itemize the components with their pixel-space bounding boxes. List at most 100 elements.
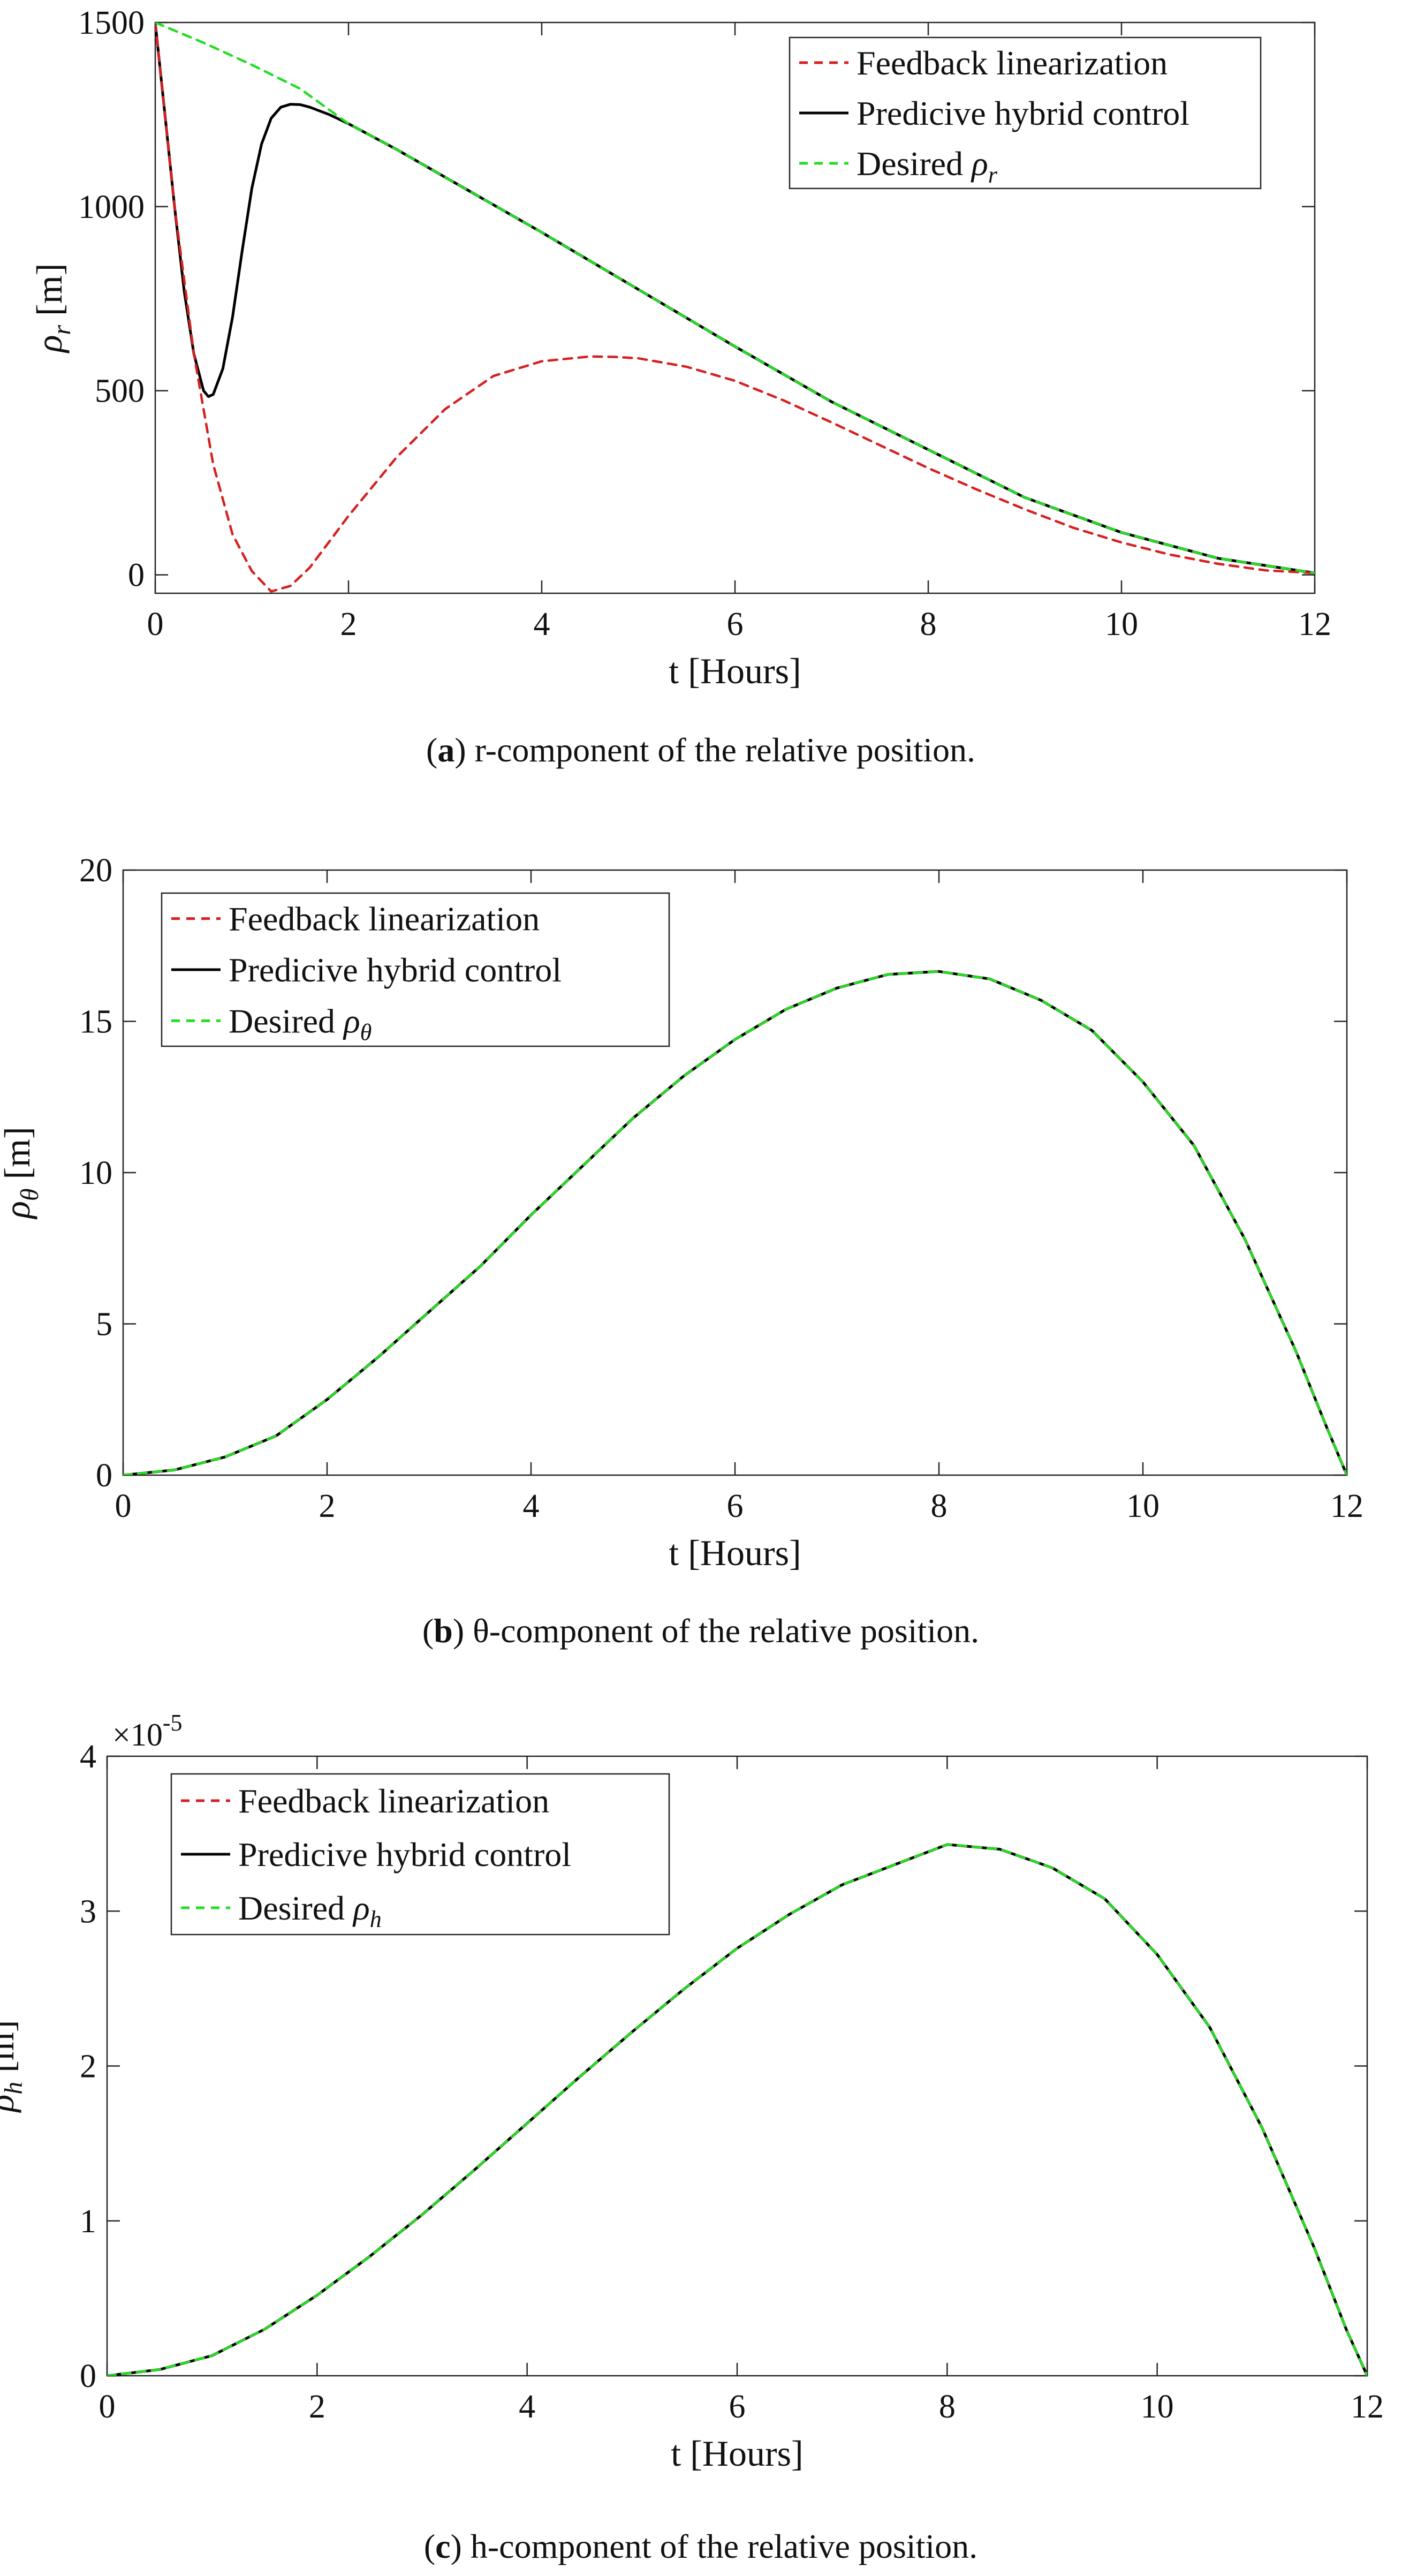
x-tick-label: 2: [309, 2389, 325, 2425]
legend-desired-subscript: r: [988, 162, 998, 188]
legend-desired-subscript: h: [370, 1906, 382, 1932]
caption-text: r-component of the relative position.: [475, 731, 975, 769]
caption-text: h-component of the relative position.: [471, 2527, 977, 2565]
legend-desired-symbol: ρ: [343, 1002, 360, 1040]
legend-label-predictive: Predicive hybrid control: [229, 951, 562, 989]
x-tick-label: 0: [99, 2389, 116, 2425]
series-group: [155, 22, 1315, 593]
y-tick-label: 1500: [78, 5, 145, 41]
x-tick-label: 8: [939, 2389, 956, 2425]
y-axis-unit: [m]: [0, 2020, 21, 2082]
y-axis-symbol: ρ: [29, 335, 70, 354]
y-axis-label: ρh [m]: [0, 2020, 28, 2113]
x-tick-label: 2: [340, 606, 357, 643]
x-tick-label: 8: [931, 1488, 948, 1524]
legend-label-feedback: Feedback linearization: [238, 1782, 549, 1820]
x-tick-label: 12: [1351, 2389, 1384, 2425]
y-axis-subscript: r: [48, 325, 76, 335]
series-line-desired: [123, 970, 1347, 1475]
x-tick-label: 10: [1105, 606, 1138, 643]
series-line-feedback: [155, 22, 1315, 593]
y-tick-label: 3: [80, 1893, 96, 1930]
legend-box: [170, 1773, 670, 1936]
y-tick-label: 10: [79, 1155, 112, 1191]
y-axis-subscript: θ: [16, 1188, 44, 1201]
legend-label-feedback: Feedback linearization: [229, 900, 540, 938]
x-tick-label: 4: [519, 2389, 535, 2425]
y-tick-label: 5: [96, 1306, 112, 1343]
caption-paren-open: (: [422, 1612, 434, 1650]
y-axis-label: ρθ [m]: [0, 1127, 44, 1219]
legend-label-feedback: Feedback linearization: [857, 44, 1168, 82]
x-tick-label: 6: [727, 1488, 744, 1524]
legend: Feedback linearization Predicive hybrid c…: [170, 1773, 670, 1936]
x-tick-label: 4: [523, 1488, 540, 1524]
y-tick-label: 15: [79, 1004, 112, 1040]
legend-label-desired: Desired ρr: [857, 145, 998, 188]
x-tick-label: 2: [319, 1488, 336, 1524]
x-tick-label: 10: [1126, 1488, 1160, 1524]
x-tick-label: 8: [920, 606, 937, 643]
legend: Feedback linearization Predicive hybrid c…: [789, 36, 1262, 190]
x-tick-label: 12: [1298, 606, 1331, 643]
y-tick-label: 0: [80, 2358, 96, 2394]
y-tick-label: 1000: [78, 189, 145, 225]
x-axis-label: t [Hours]: [669, 1532, 801, 1573]
caption-letter: a: [437, 731, 454, 769]
caption-paren-open: (: [424, 2527, 435, 2565]
x-tick-label: 0: [147, 606, 164, 643]
legend-desired-symbol: ρ: [971, 145, 988, 183]
legend-desired-prefix: Desired: [229, 1002, 344, 1040]
caption-letter: c: [435, 2527, 450, 2565]
y-tick-label: 0: [96, 1457, 112, 1494]
caption-paren-open: (: [426, 731, 437, 769]
y-axis-subscript: h: [0, 2082, 28, 2095]
x-tick-label: 10: [1141, 2389, 1174, 2425]
series-line-desired: [107, 1843, 1367, 2376]
y-axis-symbol: ρ: [0, 1201, 37, 1220]
legend-box: [161, 892, 670, 1047]
caption-paren-close: ): [453, 1612, 473, 1650]
legend-desired-prefix: Desired: [238, 1889, 353, 1927]
figure-caption: (a) r-component of the relative position…: [426, 731, 975, 769]
y-tick-label: 500: [95, 373, 145, 410]
legend-desired-subscript: θ: [360, 1019, 372, 1045]
y-tick-label: 4: [80, 1739, 96, 1775]
y-tick-label: 20: [79, 852, 112, 889]
legend-label-predictive: Predicive hybrid control: [857, 94, 1189, 132]
x-axis-label: t [Hours]: [669, 651, 801, 691]
y-tick-label: 2: [80, 2049, 96, 2085]
axis-multiplier: ×10-5: [112, 1710, 183, 1752]
y-axis-symbol: ρ: [0, 2095, 21, 2113]
x-tick-label: 4: [534, 606, 550, 643]
legend: Feedback linearization Predicive hybrid c…: [161, 892, 670, 1047]
series-group: [107, 1843, 1367, 2376]
y-axis-label: ρr [m]: [29, 263, 76, 354]
caption-text: θ-component of the relative position.: [473, 1612, 979, 1650]
series-line-predictive: [155, 22, 1315, 575]
y-axis-unit: [m]: [29, 263, 70, 325]
legend-desired-symbol: ρ: [352, 1889, 370, 1927]
legend-label-predictive: Predicive hybrid control: [238, 1835, 571, 1874]
multiplier-base: ×10: [112, 1717, 163, 1752]
multiplier-exponent: -5: [163, 1710, 183, 1736]
figure-caption: (c) h-component of the relative position…: [424, 2527, 977, 2565]
y-tick-label: 1: [80, 2203, 96, 2240]
caption-paren-close: ): [451, 2527, 471, 2565]
x-axis-label: t [Hours]: [671, 2433, 803, 2474]
series-group: [123, 970, 1347, 1475]
y-axis-unit: [m]: [0, 1127, 37, 1188]
x-tick-label: 6: [727, 606, 744, 643]
x-tick-label: 12: [1330, 1488, 1363, 1524]
legend-label-desired: Desired ρh: [238, 1889, 382, 1932]
x-tick-label: 6: [729, 2389, 746, 2425]
x-tick-label: 0: [115, 1488, 132, 1524]
legend-desired-prefix: Desired: [857, 145, 972, 183]
figure-caption: (b) θ-component of the relative position…: [422, 1612, 979, 1650]
caption-letter: b: [434, 1612, 453, 1650]
caption-paren-close: ): [454, 731, 474, 769]
